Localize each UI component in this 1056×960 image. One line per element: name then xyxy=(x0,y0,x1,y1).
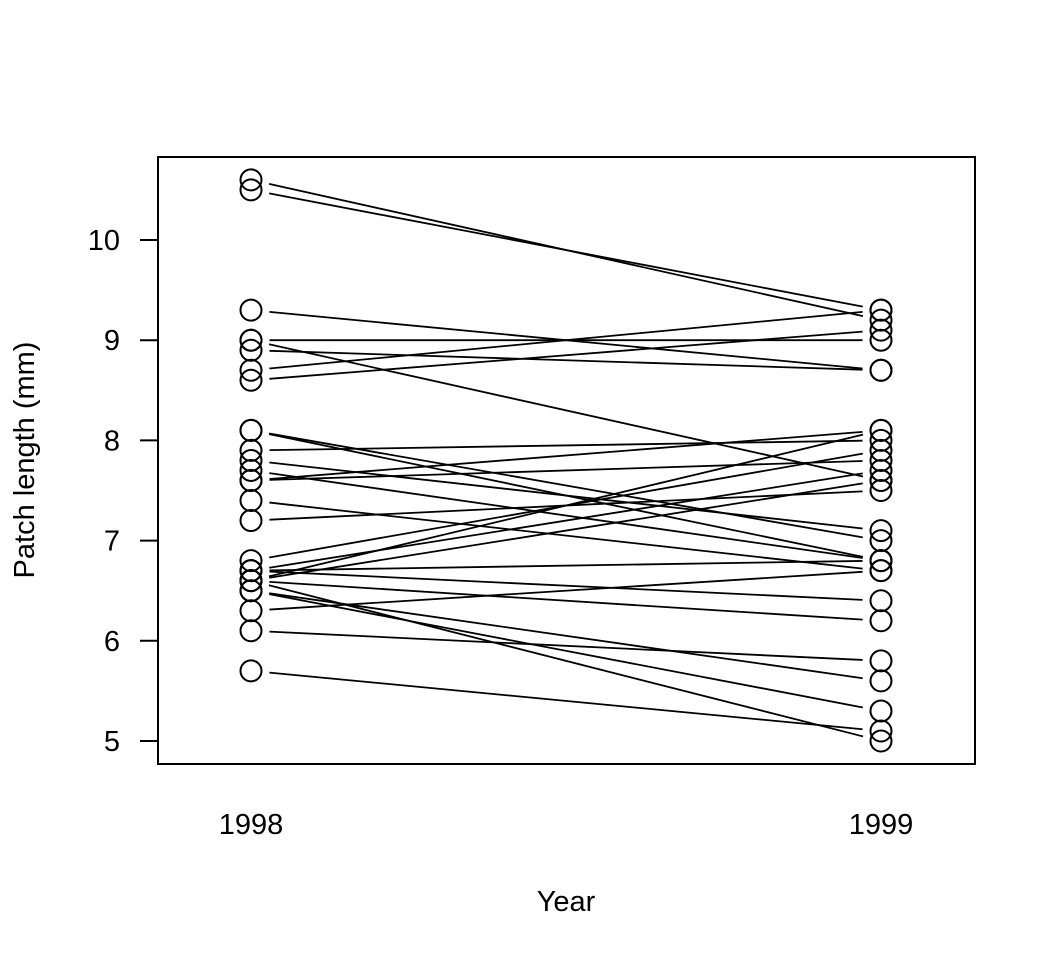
point-1998 xyxy=(239,168,263,192)
pair-line xyxy=(269,330,863,380)
pair-line xyxy=(269,560,863,572)
pair-line xyxy=(268,584,864,738)
point-1999 xyxy=(869,719,893,743)
pair-line xyxy=(269,430,863,480)
y-tick-label: 8 xyxy=(104,425,120,457)
point-1998 xyxy=(239,178,263,202)
points-1999 xyxy=(869,298,893,753)
point-1998 xyxy=(239,298,263,322)
point-1998 xyxy=(239,509,263,533)
pair-line xyxy=(269,432,863,539)
point-1998 xyxy=(239,368,263,392)
point-1999 xyxy=(869,418,893,442)
x-tick-label: 1998 xyxy=(219,809,284,841)
pair-line xyxy=(269,593,863,709)
y-tick-label: 5 xyxy=(104,726,120,758)
y-tick-label: 7 xyxy=(104,526,120,558)
point-1998 xyxy=(239,619,263,643)
point-1999 xyxy=(869,729,893,753)
pair-line xyxy=(269,570,863,611)
pair-line xyxy=(269,630,863,661)
point-1999 xyxy=(869,318,893,342)
point-1998 xyxy=(239,358,263,382)
pair-line xyxy=(269,472,863,569)
pair-line xyxy=(269,592,863,680)
x-axis-label: Year xyxy=(537,886,596,918)
point-1999 xyxy=(869,358,893,382)
pair-line xyxy=(269,482,863,579)
point-1999 xyxy=(869,549,893,573)
pair-line xyxy=(269,311,863,370)
pair-line xyxy=(269,461,863,530)
point-1998 xyxy=(239,659,263,683)
series-lines xyxy=(268,183,864,738)
point-1998 xyxy=(239,599,263,623)
point-1999 xyxy=(869,458,893,482)
pair-line xyxy=(269,570,863,601)
pair-line xyxy=(269,439,863,452)
pair-line xyxy=(268,343,864,478)
point-1998 xyxy=(239,418,263,442)
pair-line xyxy=(269,501,863,570)
pair-line xyxy=(269,472,863,559)
y-tick-label: 10 xyxy=(88,225,120,257)
point-1998 xyxy=(239,569,263,593)
point-1999 xyxy=(869,669,893,693)
point-1998 xyxy=(239,328,263,352)
point-1998 xyxy=(239,458,263,482)
point-1999 xyxy=(869,559,893,583)
points-1998 xyxy=(239,168,263,683)
pair-line xyxy=(269,192,863,308)
point-1999 xyxy=(869,609,893,633)
y-tick-label: 6 xyxy=(104,626,120,658)
y-axis: 5 6 7 8 9 10 xyxy=(88,225,158,758)
point-1998 xyxy=(239,489,263,513)
y-tick-label: 9 xyxy=(104,325,120,357)
y-axis-label: Patch length (mm) xyxy=(9,342,41,579)
point-1999 xyxy=(869,699,893,723)
point-1999 xyxy=(869,519,893,543)
plot-frame xyxy=(157,156,976,765)
pair-line xyxy=(269,671,863,731)
x-tick-label: 1999 xyxy=(849,809,914,841)
point-1999 xyxy=(869,589,893,613)
point-1999 xyxy=(869,649,893,673)
pair-line xyxy=(269,580,863,621)
point-1999 xyxy=(869,468,893,492)
x-axis: 1998 1999 xyxy=(219,809,914,841)
pair-line xyxy=(269,460,863,481)
pair-line xyxy=(268,433,864,578)
pair-line xyxy=(269,349,863,371)
point-1999 xyxy=(869,328,893,352)
